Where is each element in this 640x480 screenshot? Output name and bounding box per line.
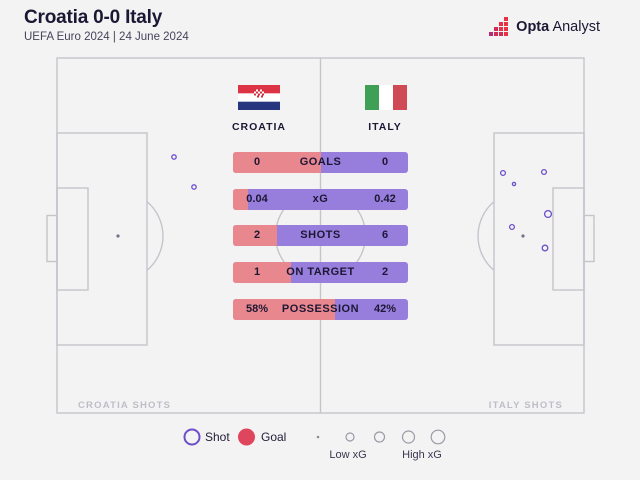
stat-label: SHOTS (300, 229, 341, 242)
opta-logo-icon (489, 17, 509, 36)
right-six-yard-box (552, 187, 585, 291)
home-shot-marker (171, 154, 177, 160)
legend-high-xg-label: High xG (402, 449, 442, 461)
left-penalty-area (56, 132, 148, 346)
stat-home-fill (233, 225, 277, 247)
stat-home-fill (233, 262, 292, 284)
stat-label: GOALS (299, 156, 342, 168)
opta-logo-square (504, 27, 509, 31)
legend-xg-scale-circle (373, 431, 386, 443)
match-title: Croatia 0-0 Italy (24, 7, 163, 28)
home-shots-label: CROATIA SHOTS (78, 400, 171, 411)
opta-logo-square (489, 32, 494, 36)
stat-row-possession: 58% POSSESSION 42% (233, 298, 408, 320)
opta-logo-square (499, 32, 504, 36)
italy-flag-icon (365, 85, 407, 110)
away-team-name: ITALY (368, 121, 402, 133)
opta-logo-square (494, 27, 499, 31)
match-subtitle: UEFA Euro 2024 | 24 June 2024 (24, 31, 189, 43)
stat-away-value: 0.42 (374, 192, 396, 205)
legend-xg-scale-circle (345, 432, 355, 442)
stat-home-value: 58% (245, 302, 269, 315)
away-shot-marker (543, 209, 553, 219)
match-stats-panel: 0 GOALS 0 0.04 xG 0.42 2 SHOTS 6 1 ON TARGET 2 58% PO… (233, 152, 408, 335)
stat-row-on-target: 1 ON TARGET 2 (233, 262, 408, 284)
right-penalty-spot (521, 234, 525, 238)
opta-analyst-logo: Opta Analyst (489, 17, 600, 37)
stat-home-value: 0.04 (246, 192, 268, 205)
left-penalty-arc (146, 201, 164, 271)
opta-logo-square (504, 22, 509, 26)
opta-logo-square (504, 17, 509, 21)
stat-home-fill (233, 188, 249, 210)
away-shot-marker (511, 181, 517, 187)
croatia-flag-icon (238, 85, 280, 110)
left-six-yard-box (56, 187, 89, 291)
legend-shot-icon (183, 428, 201, 446)
stat-home-value: 0 (253, 156, 261, 168)
away-shot-marker (508, 223, 516, 231)
opta-logo-square (499, 27, 504, 31)
right-penalty-arc (477, 201, 495, 271)
stat-row-xg: 0.04 xG 0.42 (233, 188, 408, 210)
legend-goal-label: Goal (261, 430, 287, 444)
stat-row-shots: 2 SHOTS 6 (233, 225, 408, 247)
legend-low-xg-label: Low xG (329, 449, 367, 461)
stat-label: POSSESSION (281, 302, 360, 315)
opta-logo-text-regular: Analyst (552, 19, 600, 35)
stat-label: ON TARGET (286, 266, 355, 279)
legend-goal-icon (238, 428, 255, 446)
opta-logo-text: Opta Analyst (516, 19, 600, 35)
stat-away-value: 0 (381, 156, 389, 168)
away-shot-marker (499, 169, 507, 177)
left-goal (46, 214, 58, 263)
opta-logo-square (504, 32, 509, 36)
away-shots-label: ITALY SHOTS (489, 400, 563, 411)
away-shot-marker (540, 168, 548, 176)
stat-away-value: 42% (373, 302, 397, 315)
legend-xg-scale-circle (401, 430, 416, 444)
right-penalty-area (493, 132, 585, 346)
stat-home-value: 2 (253, 229, 261, 242)
shot-markers (171, 154, 553, 252)
left-penalty-spot (116, 234, 120, 238)
stat-away-value: 6 (381, 229, 389, 242)
stat-away-value: 2 (381, 266, 389, 279)
stat-label: xG (312, 192, 329, 205)
opta-logo-square (499, 22, 504, 26)
legend-xg-scale-circle (316, 435, 320, 439)
right-goal (583, 214, 595, 263)
legend-shot-label: Shot (205, 430, 230, 444)
opta-logo-square (494, 32, 499, 36)
legend-xg-scale-circle (430, 429, 446, 445)
legend-xg-scale (316, 429, 446, 445)
opta-logo-text-bold: Opta (516, 19, 550, 35)
home-shot-marker (191, 184, 197, 190)
croatia-crest (254, 89, 264, 98)
stat-row-goals: 0 GOALS 0 (233, 152, 408, 173)
stat-home-fill (233, 152, 321, 173)
away-shot-marker (541, 244, 549, 252)
home-team-name: CROATIA (231, 121, 287, 133)
stat-home-value: 1 (253, 266, 261, 279)
stat-home-fill (233, 298, 335, 320)
